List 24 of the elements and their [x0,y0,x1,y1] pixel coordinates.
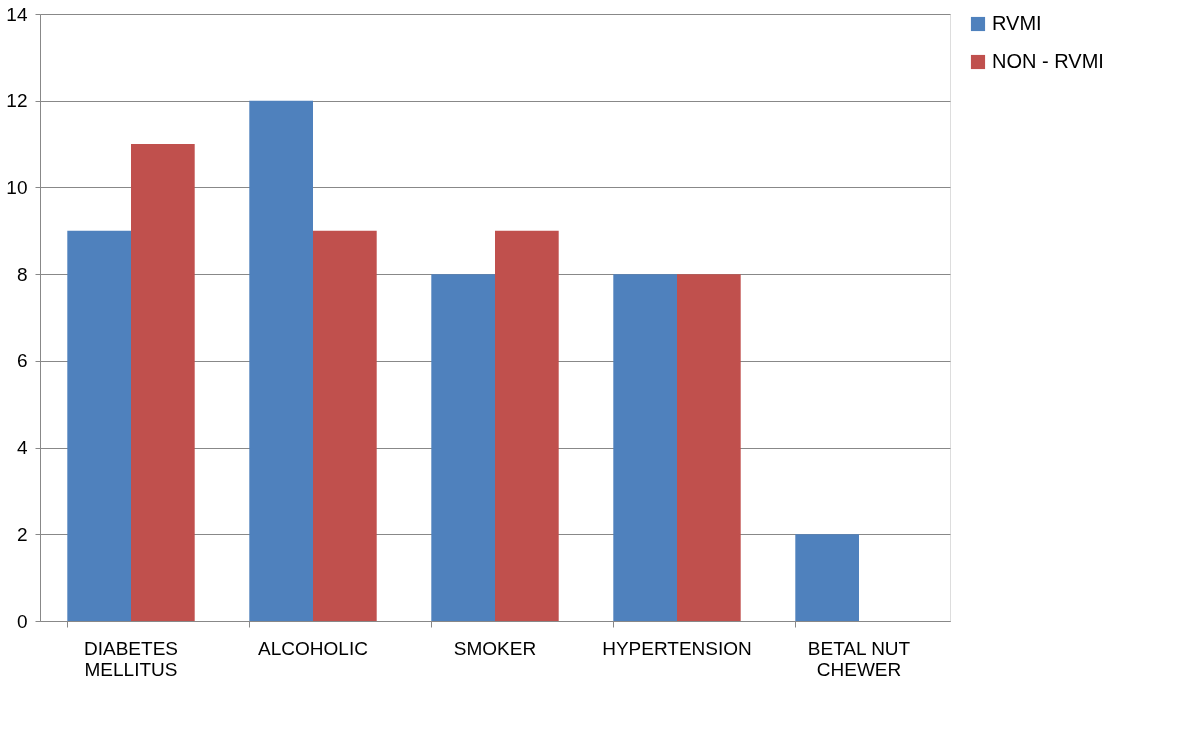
bar [131,144,195,621]
bar [431,274,495,621]
legend-label: NON - RVMI [992,50,1104,72]
y-tick-label: 12 [6,90,28,112]
y-tick-label: 2 [16,523,28,545]
y-tick-label: 6 [16,350,28,372]
y-tick-label: 8 [16,263,28,285]
y-tick-label: 4 [16,437,28,459]
y-tick-label: 14 [6,3,28,25]
bar [495,230,559,621]
x-tick-label: SMOKER [453,637,537,659]
x-tick-label: HYPERTENSION [602,637,752,659]
y-tick-label: 0 [16,610,28,632]
bar [67,230,131,621]
y-tick-label: 10 [6,176,28,198]
x-tick-label: DIABETES MELLITUS [84,637,178,680]
bar [613,274,677,621]
bar [795,534,859,621]
bar [249,100,313,621]
x-tick-label: ALCOHOLIC [258,637,368,659]
x-tick-label: BETAL NUT CHEWER [807,637,911,680]
legend-label: RVMI [992,12,1042,34]
bar [313,230,377,621]
bar [677,274,741,621]
